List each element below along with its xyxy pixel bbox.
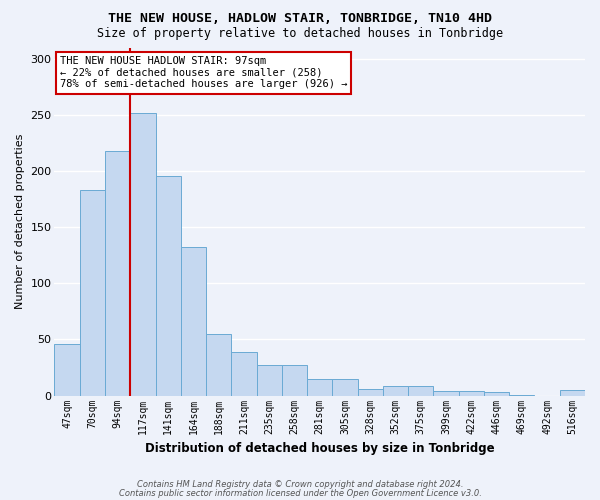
Bar	[560, 390, 585, 396]
Bar	[458, 391, 484, 396]
Bar	[484, 392, 509, 396]
Text: Size of property relative to detached houses in Tonbridge: Size of property relative to detached ho…	[97, 28, 503, 40]
Bar	[257, 366, 282, 396]
Bar	[105, 151, 130, 396]
Bar	[80, 190, 105, 396]
Bar	[307, 379, 332, 396]
Y-axis label: Number of detached properties: Number of detached properties	[15, 134, 25, 310]
Bar	[130, 112, 155, 396]
Bar	[383, 386, 408, 396]
Text: THE NEW HOUSE, HADLOW STAIR, TONBRIDGE, TN10 4HD: THE NEW HOUSE, HADLOW STAIR, TONBRIDGE, …	[108, 12, 492, 26]
Bar	[332, 379, 358, 396]
Bar	[408, 386, 433, 396]
Text: Contains HM Land Registry data © Crown copyright and database right 2024.: Contains HM Land Registry data © Crown c…	[137, 480, 463, 489]
Bar	[55, 344, 80, 396]
Bar	[206, 334, 232, 396]
Bar	[358, 389, 383, 396]
Bar	[433, 391, 458, 396]
Text: Contains public sector information licensed under the Open Government Licence v3: Contains public sector information licen…	[119, 488, 481, 498]
Bar	[155, 176, 181, 396]
Text: THE NEW HOUSE HADLOW STAIR: 97sqm
← 22% of detached houses are smaller (258)
78%: THE NEW HOUSE HADLOW STAIR: 97sqm ← 22% …	[60, 56, 347, 90]
Bar	[181, 248, 206, 396]
Bar	[282, 366, 307, 396]
Bar	[232, 352, 257, 396]
Bar	[509, 394, 535, 396]
X-axis label: Distribution of detached houses by size in Tonbridge: Distribution of detached houses by size …	[145, 442, 494, 455]
